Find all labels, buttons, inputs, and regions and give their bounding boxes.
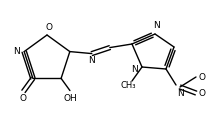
Text: O: O [45, 22, 52, 31]
Text: CH₃: CH₃ [120, 82, 136, 91]
Text: O: O [20, 94, 27, 103]
Text: N: N [13, 47, 20, 56]
Text: O: O [198, 89, 206, 98]
Text: N: N [154, 21, 160, 30]
Text: N: N [132, 66, 138, 75]
Text: N: N [177, 89, 183, 98]
Text: OH: OH [63, 94, 77, 103]
Text: N: N [89, 56, 95, 65]
Text: O: O [198, 73, 206, 82]
